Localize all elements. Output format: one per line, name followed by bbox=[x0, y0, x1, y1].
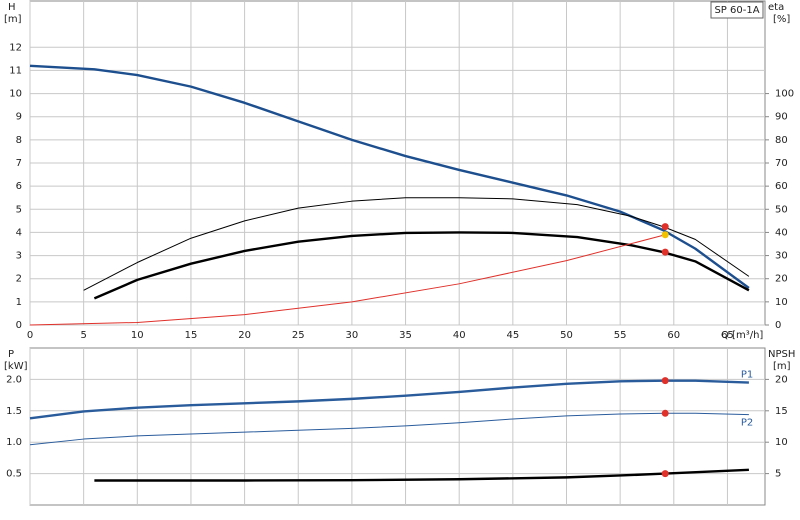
y2-tick-label: 10 bbox=[775, 437, 788, 448]
operating-point bbox=[661, 409, 669, 417]
x-axis-label: Q [m³/h] bbox=[721, 330, 763, 341]
operating-point bbox=[661, 377, 669, 385]
y-tick-label: 0.5 bbox=[6, 469, 22, 480]
x-tick-label: 45 bbox=[506, 330, 519, 341]
y-tick-label: 10 bbox=[9, 89, 22, 100]
y2-tick-label: 30 bbox=[775, 251, 788, 262]
y2-tick-label: 20 bbox=[775, 374, 788, 385]
series-line bbox=[93, 231, 750, 300]
y-axis-unit: [m] bbox=[4, 14, 22, 25]
y-tick-label: 6 bbox=[16, 181, 22, 192]
y2-tick-label: 60 bbox=[775, 181, 788, 192]
operating-point bbox=[661, 470, 669, 478]
y-axis-label: H bbox=[8, 2, 16, 13]
y2-tick-label: 100 bbox=[775, 89, 794, 100]
y-tick-label: 1.0 bbox=[6, 437, 22, 448]
operating-point bbox=[661, 231, 669, 239]
y-tick-label: 0 bbox=[16, 320, 22, 331]
x-tick-label: 30 bbox=[346, 330, 359, 341]
y2-tick-label: 15 bbox=[775, 406, 788, 417]
y2-axis-unit: [m] bbox=[773, 361, 791, 372]
y2-tick-label: 20 bbox=[775, 274, 788, 285]
series-line bbox=[29, 234, 666, 326]
y-tick-label: 1.5 bbox=[6, 406, 22, 417]
series-line bbox=[29, 64, 750, 289]
x-tick-label: 20 bbox=[238, 330, 251, 341]
x-tick-label: 50 bbox=[560, 330, 573, 341]
series-line bbox=[83, 197, 750, 291]
y2-axis-unit: [%] bbox=[773, 14, 790, 25]
y2-tick-label: 70 bbox=[775, 158, 788, 169]
x-tick-label: 65 bbox=[721, 330, 734, 341]
x-tick-label: 55 bbox=[614, 330, 627, 341]
y2-tick-label: 40 bbox=[775, 227, 788, 238]
series-label: P2 bbox=[741, 418, 753, 429]
y-tick-label: 3 bbox=[16, 251, 22, 262]
x-tick-label: 35 bbox=[399, 330, 412, 341]
operating-point bbox=[661, 223, 669, 231]
x-tick-label: 15 bbox=[185, 330, 198, 341]
y2-tick-label: 80 bbox=[775, 135, 788, 146]
series-line bbox=[29, 379, 749, 420]
y-axis-unit: [kW] bbox=[4, 361, 28, 372]
x-tick-label: 25 bbox=[292, 330, 305, 341]
series-line bbox=[29, 412, 749, 446]
y2-tick-label: 90 bbox=[775, 112, 788, 123]
y2-tick-label: 10 bbox=[775, 297, 788, 308]
x-tick-label: 10 bbox=[131, 330, 144, 341]
title-box bbox=[710, 1, 764, 19]
y2-tick-label: 0 bbox=[775, 320, 781, 331]
y-tick-label: 12 bbox=[9, 42, 22, 53]
y-tick-label: 7 bbox=[16, 158, 22, 169]
y2-axis-label: NPSH bbox=[768, 349, 795, 360]
y-tick-label: 1 bbox=[16, 297, 22, 308]
y-tick-label: 5 bbox=[16, 204, 22, 215]
x-tick-label: 60 bbox=[667, 330, 680, 341]
y2-axis-label: eta bbox=[768, 2, 784, 13]
operating-point bbox=[661, 248, 669, 256]
y-tick-label: 4 bbox=[16, 227, 22, 238]
series-label: P1 bbox=[741, 370, 753, 381]
x-tick-label: 5 bbox=[80, 330, 86, 341]
y-tick-label: 9 bbox=[16, 112, 22, 123]
y2-tick-label: 5 bbox=[775, 469, 781, 480]
y-tick-label: 2.0 bbox=[6, 374, 22, 385]
y-axis-label: P bbox=[8, 349, 14, 360]
y-tick-label: 8 bbox=[16, 135, 22, 146]
series-line bbox=[94, 468, 749, 482]
chart-title: SP 60-1A bbox=[714, 5, 759, 16]
y2-tick-label: 50 bbox=[775, 204, 788, 215]
x-tick-label: 40 bbox=[453, 330, 466, 341]
y-tick-label: 11 bbox=[9, 65, 22, 76]
y-tick-label: 2 bbox=[16, 274, 22, 285]
x-tick-label: 0 bbox=[27, 330, 33, 341]
